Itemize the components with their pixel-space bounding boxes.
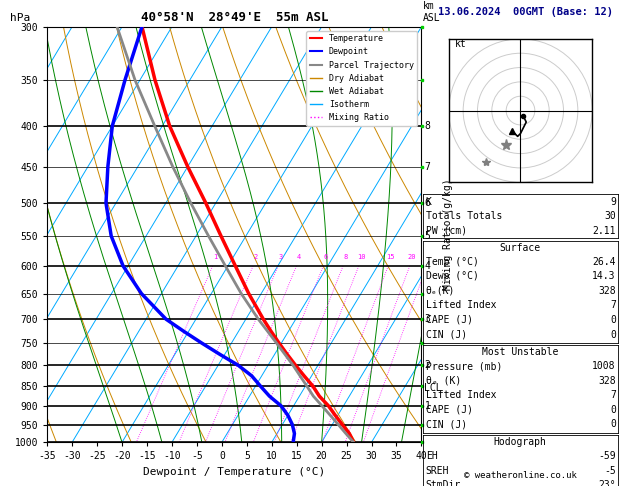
Text: Pressure (mb): Pressure (mb) bbox=[426, 361, 502, 371]
Text: 9: 9 bbox=[610, 197, 616, 207]
Text: 2: 2 bbox=[253, 254, 258, 260]
Text: Hodograph: Hodograph bbox=[494, 437, 547, 448]
Text: CAPE (J): CAPE (J) bbox=[426, 315, 473, 325]
Text: StmDir: StmDir bbox=[426, 480, 461, 486]
Text: 2: 2 bbox=[425, 360, 430, 370]
Text: 2.11: 2.11 bbox=[593, 226, 616, 236]
Text: Temp (°C): Temp (°C) bbox=[426, 257, 479, 267]
Text: Lifted Index: Lifted Index bbox=[426, 300, 496, 311]
Text: 4: 4 bbox=[297, 254, 301, 260]
Text: 1008: 1008 bbox=[593, 361, 616, 371]
Text: CIN (J): CIN (J) bbox=[426, 419, 467, 430]
Text: 5: 5 bbox=[425, 231, 430, 241]
Text: 8: 8 bbox=[343, 254, 347, 260]
Text: 3: 3 bbox=[425, 314, 430, 324]
Text: 0: 0 bbox=[610, 315, 616, 325]
Text: CAPE (J): CAPE (J) bbox=[426, 405, 473, 415]
Text: 26.4: 26.4 bbox=[593, 257, 616, 267]
Text: 0: 0 bbox=[610, 405, 616, 415]
Text: EH: EH bbox=[426, 451, 438, 461]
Text: 20: 20 bbox=[408, 254, 416, 260]
Text: 23°: 23° bbox=[598, 480, 616, 486]
Text: Mixing Ratio (g/kg): Mixing Ratio (g/kg) bbox=[443, 179, 453, 290]
Text: 7: 7 bbox=[610, 300, 616, 311]
Text: Dewp (°C): Dewp (°C) bbox=[426, 271, 479, 281]
Text: -59: -59 bbox=[598, 451, 616, 461]
Text: Lifted Index: Lifted Index bbox=[426, 390, 496, 400]
Text: 6: 6 bbox=[323, 254, 328, 260]
Text: 13.06.2024  00GMT (Base: 12): 13.06.2024 00GMT (Base: 12) bbox=[438, 7, 613, 17]
Text: K: K bbox=[426, 197, 431, 207]
Text: 4: 4 bbox=[425, 261, 430, 271]
Text: CIN (J): CIN (J) bbox=[426, 330, 467, 340]
Legend: Temperature, Dewpoint, Parcel Trajectory, Dry Adiabat, Wet Adiabat, Isotherm, Mi: Temperature, Dewpoint, Parcel Trajectory… bbox=[306, 31, 417, 125]
Text: 0: 0 bbox=[610, 330, 616, 340]
Text: LCL: LCL bbox=[425, 383, 442, 393]
Text: 7: 7 bbox=[425, 162, 430, 172]
Text: SREH: SREH bbox=[426, 466, 449, 476]
Text: 7: 7 bbox=[610, 390, 616, 400]
Text: 3: 3 bbox=[279, 254, 282, 260]
Text: 328: 328 bbox=[598, 376, 616, 386]
Text: θₑ (K): θₑ (K) bbox=[426, 376, 461, 386]
Text: Totals Totals: Totals Totals bbox=[426, 211, 502, 222]
Text: 1: 1 bbox=[213, 254, 217, 260]
Text: kt: kt bbox=[455, 39, 466, 50]
Text: hPa: hPa bbox=[10, 13, 30, 22]
Text: 15: 15 bbox=[386, 254, 394, 260]
Text: 10: 10 bbox=[357, 254, 365, 260]
Text: © weatheronline.co.uk: © weatheronline.co.uk bbox=[464, 471, 577, 480]
Text: 30: 30 bbox=[604, 211, 616, 222]
Title: 40°58'N  28°49'E  55m ASL: 40°58'N 28°49'E 55m ASL bbox=[140, 11, 328, 24]
Text: θₑ(K): θₑ(K) bbox=[426, 286, 455, 296]
Text: km
ASL: km ASL bbox=[423, 1, 441, 22]
Text: 8: 8 bbox=[425, 121, 430, 131]
Text: 1: 1 bbox=[425, 401, 430, 411]
Text: -5: -5 bbox=[604, 466, 616, 476]
Text: PW (cm): PW (cm) bbox=[426, 226, 467, 236]
Text: 0: 0 bbox=[610, 419, 616, 430]
X-axis label: Dewpoint / Temperature (°C): Dewpoint / Temperature (°C) bbox=[143, 467, 325, 477]
Text: 328: 328 bbox=[598, 286, 616, 296]
Text: 14.3: 14.3 bbox=[593, 271, 616, 281]
Text: Surface: Surface bbox=[499, 243, 541, 253]
Text: 6: 6 bbox=[425, 198, 430, 208]
Text: Most Unstable: Most Unstable bbox=[482, 347, 559, 358]
